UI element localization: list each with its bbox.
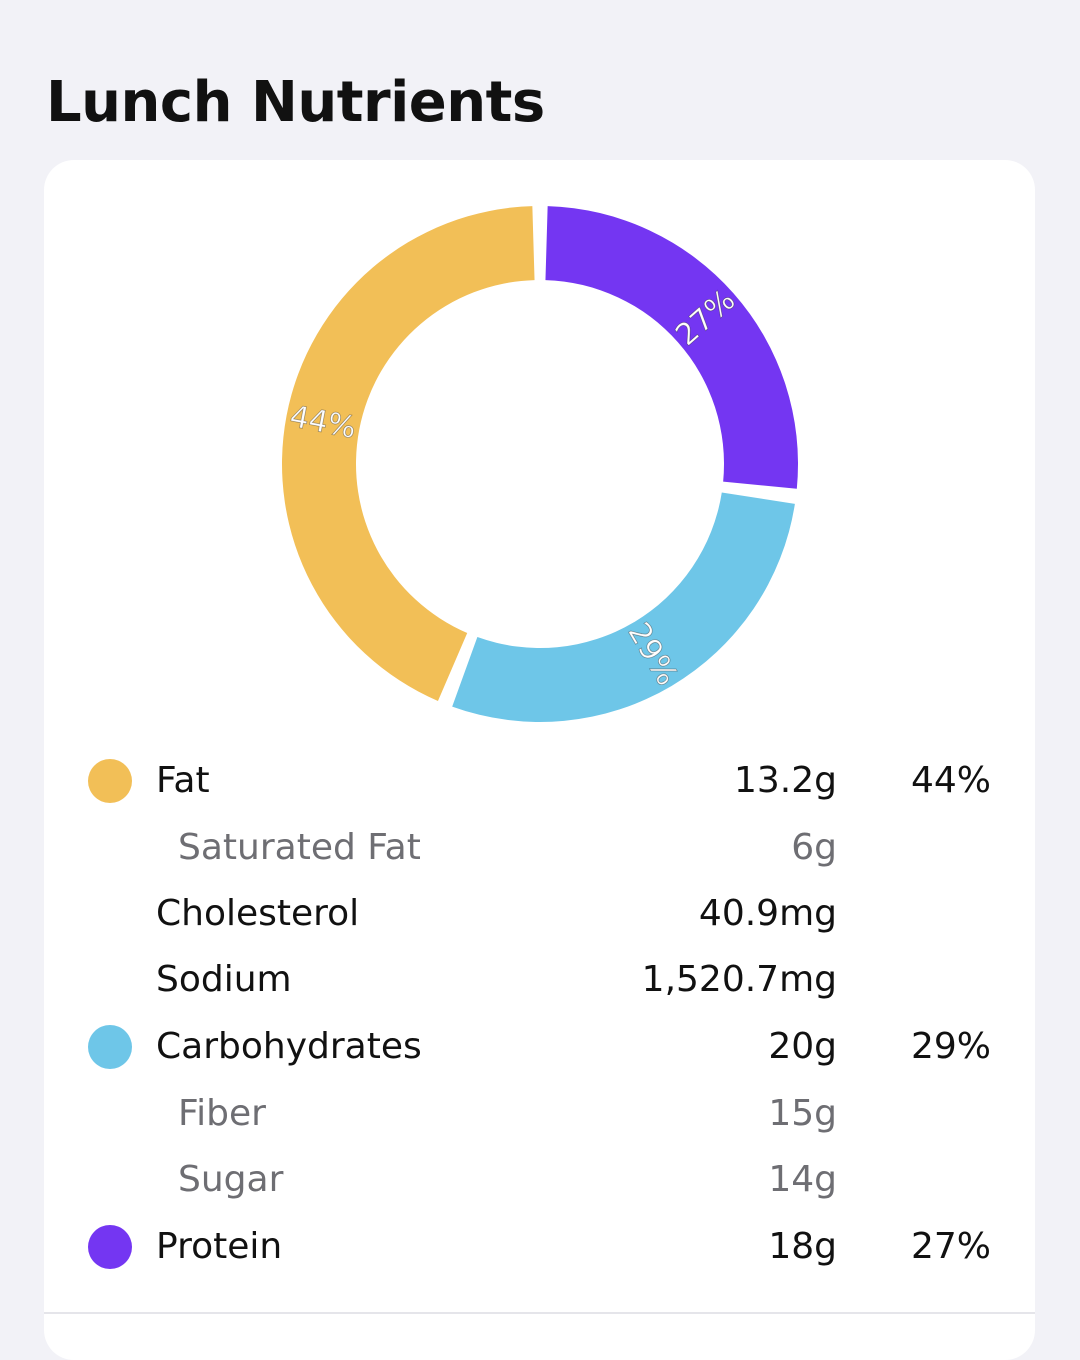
donut-slice-protein bbox=[545, 206, 798, 489]
macro-donut-chart: 27% 29% 44% bbox=[280, 204, 800, 724]
nutrient-label: Fiber bbox=[178, 1093, 266, 1134]
donut-slice-carbohydrates bbox=[452, 492, 795, 722]
nutrient-amount: 1,520.7mg bbox=[641, 959, 837, 1000]
nutrient-row-cholesterol: Cholesterol 40.9mg bbox=[44, 884, 1035, 944]
nutrient-row-sugar: Sugar 14g bbox=[44, 1150, 1035, 1210]
nutrient-row-carbohydrates: Carbohydrates 20g 29% bbox=[44, 1017, 1035, 1077]
nutrient-percent: 44% bbox=[910, 760, 991, 801]
nutrient-amount: 20g bbox=[768, 1026, 837, 1067]
nutrient-amount: 14g bbox=[768, 1159, 837, 1200]
nutrient-label: Carbohydrates bbox=[156, 1026, 422, 1067]
nutrient-percent: 27% bbox=[910, 1226, 991, 1267]
protein-color-dot bbox=[88, 1225, 132, 1269]
nutrient-amount: 6g bbox=[791, 827, 837, 868]
nutrient-amount: 15g bbox=[768, 1093, 837, 1134]
nutrient-label: Sugar bbox=[178, 1159, 284, 1200]
nutrient-label: Protein bbox=[156, 1226, 283, 1267]
nutrient-label: Fat bbox=[156, 760, 210, 801]
fat-color-dot bbox=[88, 759, 132, 803]
nutrient-row-fat: Fat 13.2g 44% bbox=[44, 751, 1035, 811]
nutrient-amount: 40.9mg bbox=[698, 893, 837, 934]
page-title: Lunch Nutrients bbox=[46, 70, 545, 135]
nutrient-label: Saturated Fat bbox=[178, 827, 421, 868]
nutrient-amount: 18g bbox=[768, 1226, 837, 1267]
nutrient-row-fiber: Fiber 15g bbox=[44, 1084, 1035, 1144]
carbohydrates-color-dot bbox=[88, 1025, 132, 1069]
divider bbox=[44, 1312, 1035, 1314]
nutrient-percent: 29% bbox=[910, 1026, 991, 1067]
nutrient-row-sodium: Sodium 1,520.7mg bbox=[44, 950, 1035, 1010]
nutrients-card: 27% 29% 44% Fat 13.2g 44% Saturated Fat 6g… bbox=[44, 160, 1035, 1360]
donut-slice-fat bbox=[281, 206, 535, 701]
nutrient-amount: 13.2g bbox=[733, 760, 837, 801]
nutrient-label: Sodium bbox=[156, 959, 292, 1000]
nutrient-label: Cholesterol bbox=[156, 893, 360, 934]
nutrient-row-saturated-fat: Saturated Fat 6g bbox=[44, 818, 1035, 878]
nutrient-row-protein: Protein 18g 27% bbox=[44, 1217, 1035, 1277]
